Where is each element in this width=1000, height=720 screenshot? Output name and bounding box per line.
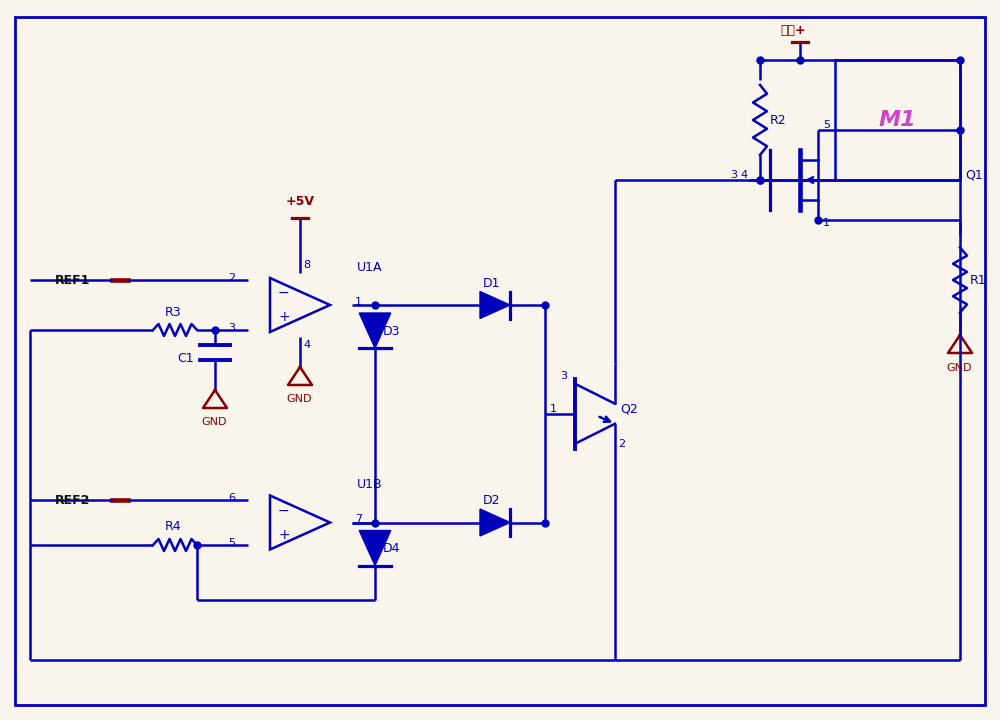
Polygon shape: [480, 292, 510, 318]
Text: U1A: U1A: [357, 261, 382, 274]
Text: Q2: Q2: [620, 402, 638, 415]
Text: GND: GND: [286, 394, 312, 404]
Text: 电源+: 电源+: [780, 24, 806, 37]
Text: 5: 5: [228, 538, 235, 548]
Polygon shape: [359, 531, 391, 565]
Text: −: −: [278, 503, 290, 518]
Text: GND: GND: [201, 417, 226, 427]
Text: 1: 1: [550, 404, 557, 414]
Text: +: +: [278, 310, 290, 324]
Text: 7: 7: [355, 515, 362, 524]
Text: −: −: [278, 286, 290, 300]
Text: U1B: U1B: [357, 478, 383, 491]
Text: 4: 4: [303, 340, 310, 350]
Text: M1: M1: [879, 110, 916, 130]
Text: D3: D3: [383, 325, 400, 338]
Text: 2: 2: [228, 273, 235, 283]
FancyBboxPatch shape: [835, 60, 960, 180]
Text: 1: 1: [823, 218, 830, 228]
Text: Q1: Q1: [965, 168, 983, 181]
Text: 3: 3: [730, 170, 737, 180]
FancyBboxPatch shape: [15, 17, 985, 705]
Text: REF2: REF2: [55, 493, 90, 506]
Text: 3: 3: [228, 323, 235, 333]
Text: 1: 1: [355, 297, 362, 307]
Polygon shape: [359, 313, 391, 348]
Text: R2: R2: [770, 114, 787, 127]
Text: 8: 8: [303, 260, 310, 270]
Text: 2: 2: [618, 438, 625, 449]
Text: R3: R3: [165, 305, 182, 318]
Text: C1: C1: [177, 351, 194, 364]
Text: 3: 3: [560, 371, 567, 381]
Text: R1: R1: [970, 274, 987, 287]
Text: D1: D1: [483, 276, 501, 289]
Text: 4: 4: [740, 170, 747, 180]
Text: REF1: REF1: [55, 274, 90, 287]
Text: D2: D2: [483, 494, 501, 507]
Polygon shape: [480, 509, 510, 536]
Text: GND: GND: [946, 363, 972, 373]
Text: D4: D4: [383, 542, 400, 555]
Text: +: +: [278, 528, 290, 541]
Text: 5: 5: [823, 120, 830, 130]
Text: 6: 6: [228, 493, 235, 503]
Text: +5V: +5V: [286, 195, 314, 208]
Text: R4: R4: [165, 521, 182, 534]
